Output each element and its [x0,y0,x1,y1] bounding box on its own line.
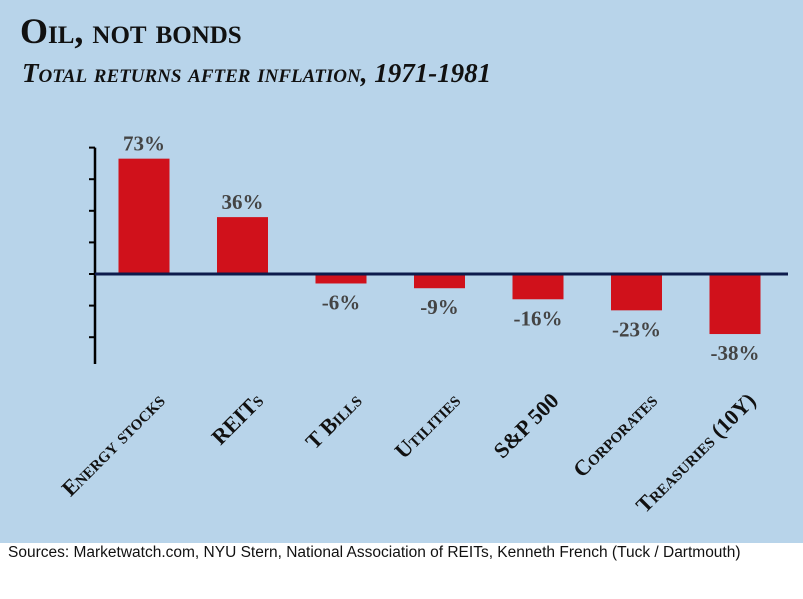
category-label: Utilities [390,388,465,463]
data-label: -6% [322,290,361,314]
data-label: -16% [514,306,563,330]
category-label: Energy stocks [56,388,169,501]
bar [118,158,170,274]
bar [217,217,268,274]
data-label: -9% [420,295,459,319]
bar [315,274,367,284]
category-label: S&P 500 [488,388,563,463]
data-label: 73% [123,132,165,156]
category-label: REITs [206,388,268,450]
chart-title: Oil, not bonds [20,11,242,51]
data-label: -23% [612,317,661,341]
bar [414,274,465,289]
data-label: 36% [222,190,264,214]
chart-panel: Oil, not bonds Total returns after infla… [0,0,803,543]
category-label: T Bills [300,388,366,454]
category-label: Corporates [568,388,662,482]
bar [611,274,662,311]
source-note: Sources: Marketwatch.com, NYU Stern, Nat… [8,544,741,561]
data-label: -38% [711,341,760,365]
bar [709,274,761,335]
bar-chart: 73% Energy stocks 36% REITs -6% T Bills -9% Uti… [56,132,788,518]
bar [512,274,564,300]
chart-subtitle: Total returns after inflation, 1971-1981 [22,58,492,88]
